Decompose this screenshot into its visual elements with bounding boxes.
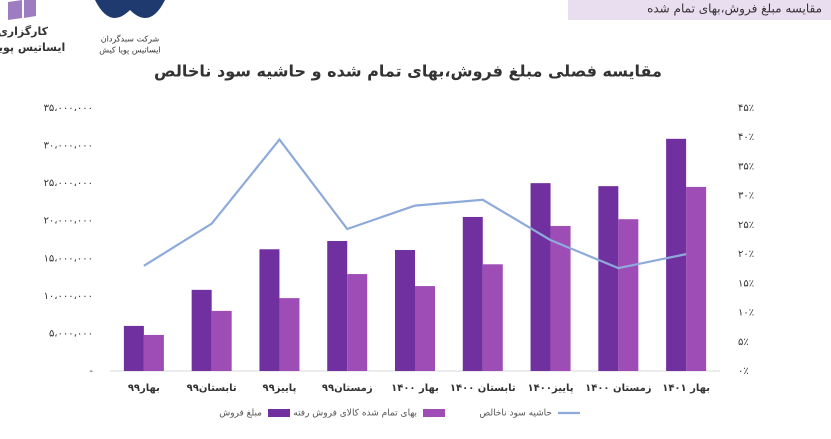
logo-2: شرکت سبدگردان ایساتیس پویا کیش xyxy=(95,0,165,55)
x-tick-label: زمستان۹۹ xyxy=(322,383,373,394)
y2-tick-label: ۰٪ xyxy=(738,366,749,377)
y-tick-label: ۲۵،۰۰۰،۰۰۰ xyxy=(44,178,93,189)
y-tick-label: ۱۵،۰۰۰،۰۰۰ xyxy=(44,253,93,264)
bar xyxy=(550,225,571,371)
logo-text: ایساتیس پویا کیش xyxy=(99,46,160,55)
y2-tick-label: ۴۰٪ xyxy=(738,132,754,143)
bar xyxy=(259,249,280,371)
legend-swatch xyxy=(268,409,290,417)
y2-tick-label: ۳۵٪ xyxy=(738,161,754,172)
y2-tick-label: ۱۵٪ xyxy=(738,278,754,289)
bar xyxy=(395,250,415,371)
x-tick-label: پاییز۹۹ xyxy=(263,383,297,394)
legend-label: حاشیه سود ناخالص xyxy=(479,409,552,419)
header-bar xyxy=(568,0,831,20)
y2-tick-label: ۳۰٪ xyxy=(738,191,754,202)
bar xyxy=(143,334,164,371)
bar xyxy=(618,219,639,371)
logo-icon xyxy=(8,0,36,20)
bar xyxy=(598,186,619,371)
y2-tick-label: ۵٪ xyxy=(738,337,749,348)
bar xyxy=(482,264,503,371)
y-tick-label: ۱۰،۰۰۰،۰۰۰ xyxy=(44,291,93,302)
x-tick-label: زمستان ۱۴۰۰ xyxy=(585,383,652,394)
bar xyxy=(415,286,435,371)
bar xyxy=(191,289,212,371)
logo-text: ایساتیس پویا xyxy=(0,41,65,54)
bar xyxy=(123,325,144,371)
legend-label: مبلغ فروش xyxy=(219,409,262,419)
y2-tick-label: ۴۵٪ xyxy=(738,103,754,114)
logo-1: کارگزاری ایساتیس پویا xyxy=(0,0,65,54)
chart-title: مقایسه فصلی مبلغ فروش،بهای تمام شده و حا… xyxy=(154,62,662,81)
y-tick-label: ۵،۰۰۰،۰۰۰ xyxy=(49,328,93,339)
y-tick-label: ۳۵،۰۰۰،۰۰۰ xyxy=(44,103,93,114)
bar xyxy=(462,216,483,371)
logo-text: شرکت سبدگردان xyxy=(101,34,160,44)
bar xyxy=(327,241,348,371)
legend-swatch xyxy=(423,409,445,417)
logo-text: کارگزاری xyxy=(0,25,49,38)
line xyxy=(143,137,687,270)
x-tick-label: تابستان۹۹ xyxy=(187,383,237,394)
y-tick-label: ۲۰،۰۰۰،۰۰۰ xyxy=(44,216,93,227)
legend-label: بهای تمام شده کالای فروش رفته xyxy=(293,409,417,419)
bar xyxy=(666,138,687,371)
y2-tick-label: ۲۰٪ xyxy=(738,249,754,260)
header-title: مقایسه مبلغ فروش،بهای تمام شده xyxy=(647,2,822,17)
x-tick-label: بهار۹۹ xyxy=(128,383,160,394)
x-tick-label: بهار ۱۴۰۱ xyxy=(662,383,710,394)
bar xyxy=(279,298,300,371)
bar xyxy=(530,183,551,371)
x-tick-label: تابستان ۱۴۰۰ xyxy=(450,383,516,394)
bar xyxy=(347,274,368,371)
y2-tick-label: ۱۰٪ xyxy=(738,308,754,319)
y-tick-label: - xyxy=(89,366,93,377)
bar xyxy=(211,310,232,371)
x-tick-label: پاییز۱۴۰۰ xyxy=(528,383,574,394)
logo-icon xyxy=(95,0,165,18)
y2-tick-label: ۲۵٪ xyxy=(738,220,754,231)
y-tick-label: ۳۰،۰۰۰،۰۰۰ xyxy=(44,141,93,152)
bar xyxy=(686,186,707,371)
x-tick-label: بهار ۱۴۰۰ xyxy=(391,383,439,394)
